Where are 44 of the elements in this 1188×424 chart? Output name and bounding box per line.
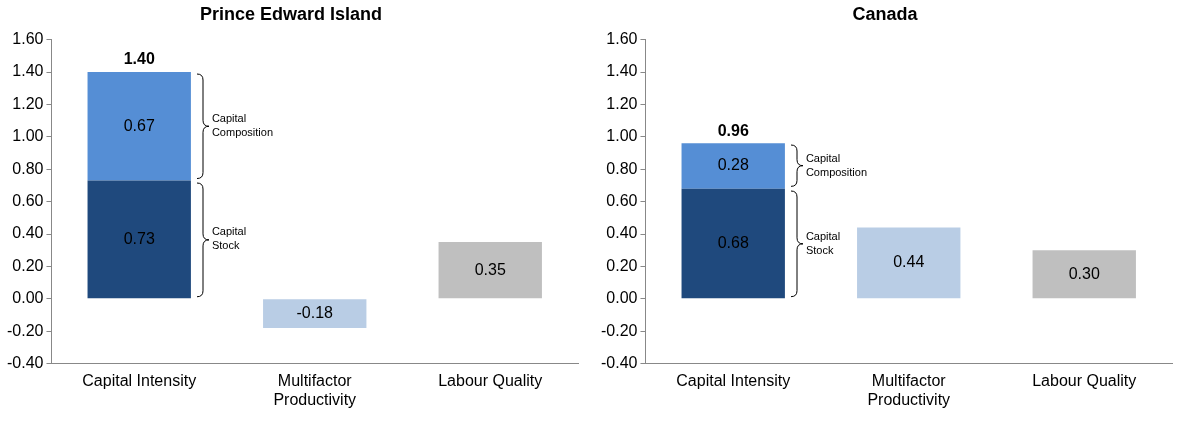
y-tick-label: 1.00 bbox=[12, 127, 44, 145]
y-tick-label: 1.40 bbox=[12, 62, 44, 80]
chart-title: Prince Edward Island bbox=[199, 3, 383, 24]
total-label: 0.96 bbox=[717, 121, 749, 139]
y-tick-label: 1.40 bbox=[606, 62, 638, 80]
series-label: Capital Stock bbox=[211, 225, 247, 252]
x-tick-label: Capital Intensity bbox=[82, 371, 197, 389]
data-label: 0.28 bbox=[717, 156, 749, 174]
y-tick-label: 0.20 bbox=[606, 256, 638, 274]
x-tick-label: Multifactor Productivity bbox=[867, 371, 951, 408]
y-tick-label: 0.20 bbox=[12, 256, 44, 274]
x-tick-label: Capital Intensity bbox=[676, 371, 791, 389]
y-tick-label: 0.40 bbox=[12, 224, 44, 242]
x-tick-label: Labour Quality bbox=[1032, 371, 1137, 389]
x-tick-label: Multifactor Productivity bbox=[273, 371, 357, 408]
y-tick-label: -0.40 bbox=[601, 354, 638, 372]
y-tick-label: 0.00 bbox=[606, 289, 638, 307]
y-tick-label: 0.60 bbox=[12, 192, 44, 210]
y-tick-label: 1.00 bbox=[606, 127, 638, 145]
y-tick-label: 0.80 bbox=[606, 159, 638, 177]
data-label: -0.18 bbox=[296, 304, 334, 322]
y-tick-label: 0.00 bbox=[12, 289, 44, 307]
data-label: 0.67 bbox=[123, 116, 155, 134]
series-label: Capital Stock bbox=[805, 229, 841, 256]
series-label: Capital Composition bbox=[211, 112, 274, 139]
y-tick-label: 1.20 bbox=[12, 94, 44, 112]
y-tick-label: 1.60 bbox=[12, 30, 44, 48]
data-label: 0.44 bbox=[893, 253, 925, 271]
y-tick-label: 0.60 bbox=[606, 192, 638, 210]
data-label: 0.30 bbox=[1068, 264, 1100, 282]
data-label: 0.68 bbox=[717, 233, 749, 251]
total-label: 1.40 bbox=[123, 50, 155, 68]
y-tick-label: 1.60 bbox=[606, 30, 638, 48]
series-label: Capital Composition bbox=[805, 151, 868, 178]
y-tick-label: 1.20 bbox=[606, 94, 638, 112]
chart-title: Canada bbox=[852, 3, 919, 24]
y-tick-label: 0.40 bbox=[606, 224, 638, 242]
y-tick-label: 0.80 bbox=[12, 159, 44, 177]
x-tick-label: Labour Quality bbox=[438, 371, 543, 389]
data-label: 0.73 bbox=[123, 229, 155, 247]
y-tick-label: -0.40 bbox=[7, 354, 44, 372]
data-label: 0.35 bbox=[474, 260, 506, 278]
y-tick-label: -0.20 bbox=[601, 321, 638, 339]
y-tick-label: -0.20 bbox=[7, 321, 44, 339]
